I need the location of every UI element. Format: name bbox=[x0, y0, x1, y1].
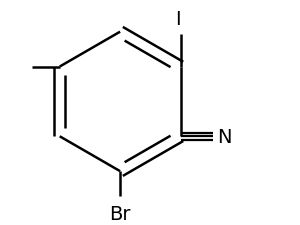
Text: N: N bbox=[218, 127, 232, 146]
Text: Br: Br bbox=[110, 204, 131, 223]
Text: I: I bbox=[175, 10, 181, 29]
